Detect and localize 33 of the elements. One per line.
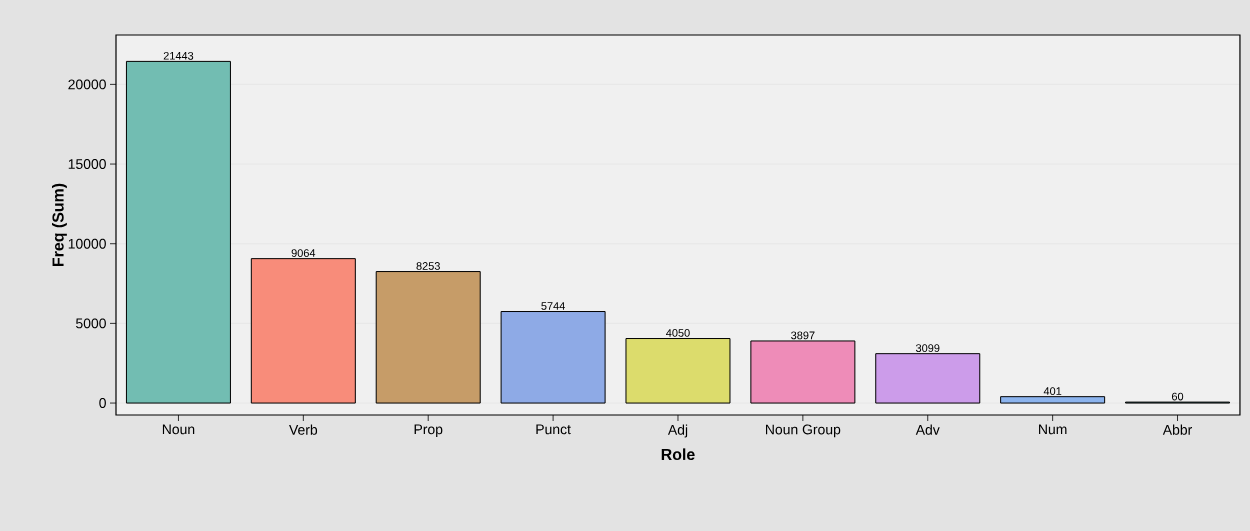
- bar: [875, 353, 981, 404]
- x-tick-label: Noun: [162, 424, 195, 435]
- bar: [375, 271, 481, 404]
- x-tick-label: Adj: [667, 424, 688, 438]
- data-label: 9064: [291, 249, 316, 257]
- x-tick-label: Noun Group: [766, 424, 841, 438]
- x-tick-label: Verb: [289, 424, 318, 435]
- x-tick-label: Abbr: [1162, 424, 1193, 435]
- bar: [125, 60, 231, 404]
- bar: [500, 311, 606, 404]
- data-label: 5744: [541, 302, 565, 310]
- y-tick-label: 15000: [68, 159, 106, 169]
- x-tick-label: Punct: [536, 424, 571, 435]
- data-label: 4050: [666, 329, 690, 337]
- bar: [750, 340, 856, 404]
- y-axis-title: Freq (Sum): [52, 183, 67, 266]
- y-tick-label: 0: [99, 398, 106, 408]
- x-tick-label: Prop: [414, 424, 443, 438]
- data-label: 60: [1171, 392, 1184, 401]
- x-tick-label: Num: [1039, 424, 1067, 435]
- x-axis-title: Role: [661, 448, 695, 461]
- y-tick-label: 5000: [76, 318, 106, 329]
- bar: [625, 338, 731, 404]
- data-label: 3897: [791, 331, 815, 340]
- data-label: 3099: [915, 344, 940, 352]
- x-tick-label: Adv: [915, 424, 940, 435]
- data-label: 401: [1043, 387, 1062, 395]
- data-label: 8253: [416, 262, 440, 270]
- data-label: 21443: [163, 51, 194, 60]
- bar: [250, 258, 356, 404]
- y-tick-label: 20000: [68, 79, 106, 90]
- y-tick-label: 10000: [68, 238, 106, 249]
- bar: [1000, 396, 1106, 404]
